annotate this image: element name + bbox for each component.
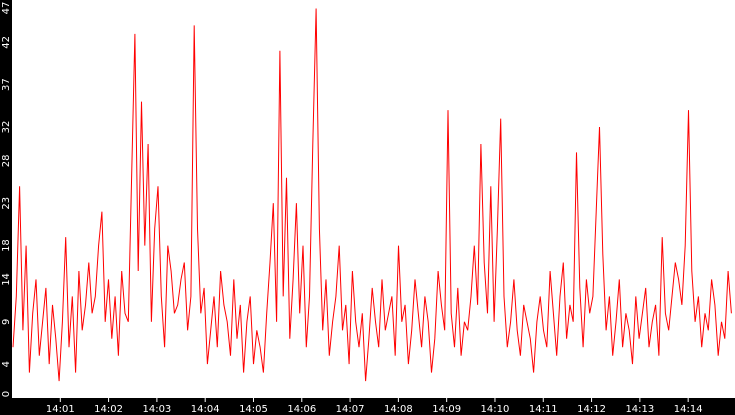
- y-tick-label: 32: [1, 121, 12, 134]
- y-tick-label: 14: [1, 273, 12, 286]
- x-tick-label: 14:02: [94, 404, 123, 415]
- x-tick-label: 14:11: [529, 404, 558, 415]
- y-tick-label: 23: [1, 197, 12, 210]
- y-tick-label: 0: [1, 391, 12, 397]
- x-tick-label: 14:14: [674, 404, 703, 415]
- x-tick-label: 14:05: [239, 404, 268, 415]
- y-tick-label: 42: [1, 36, 12, 49]
- y-tick-label: 28: [1, 155, 12, 168]
- series-line: [12, 8, 732, 382]
- y-tick-label: 47: [1, 2, 12, 15]
- y-tick-label: 4: [1, 361, 12, 367]
- x-tick-label: 14:12: [577, 404, 606, 415]
- x-tick-label: 14:08: [384, 404, 413, 415]
- x-tick-label: 14:09: [432, 404, 461, 415]
- y-tick-label: 18: [1, 239, 12, 252]
- x-tick-label: 14:04: [191, 404, 220, 415]
- x-tick-label: 14:13: [625, 404, 654, 415]
- y-tick-label: 37: [1, 78, 12, 91]
- y-tick-label: 9: [1, 319, 12, 325]
- x-axis: 14:01 14:02 14:03 14:04 14:05 14:06 14:07 14:08…: [46, 398, 703, 415]
- x-tick-label: 14:01: [46, 404, 75, 415]
- x-tick-label: 14:10: [481, 404, 510, 415]
- x-tick-label: 14:07: [336, 404, 365, 415]
- x-tick-label: 14:06: [287, 404, 316, 415]
- x-tick-label: 14:03: [142, 404, 171, 415]
- y-axis: 0 4 9 14 18 23 28 32 37 42 47: [1, 2, 12, 398]
- plot-area: [12, 0, 735, 398]
